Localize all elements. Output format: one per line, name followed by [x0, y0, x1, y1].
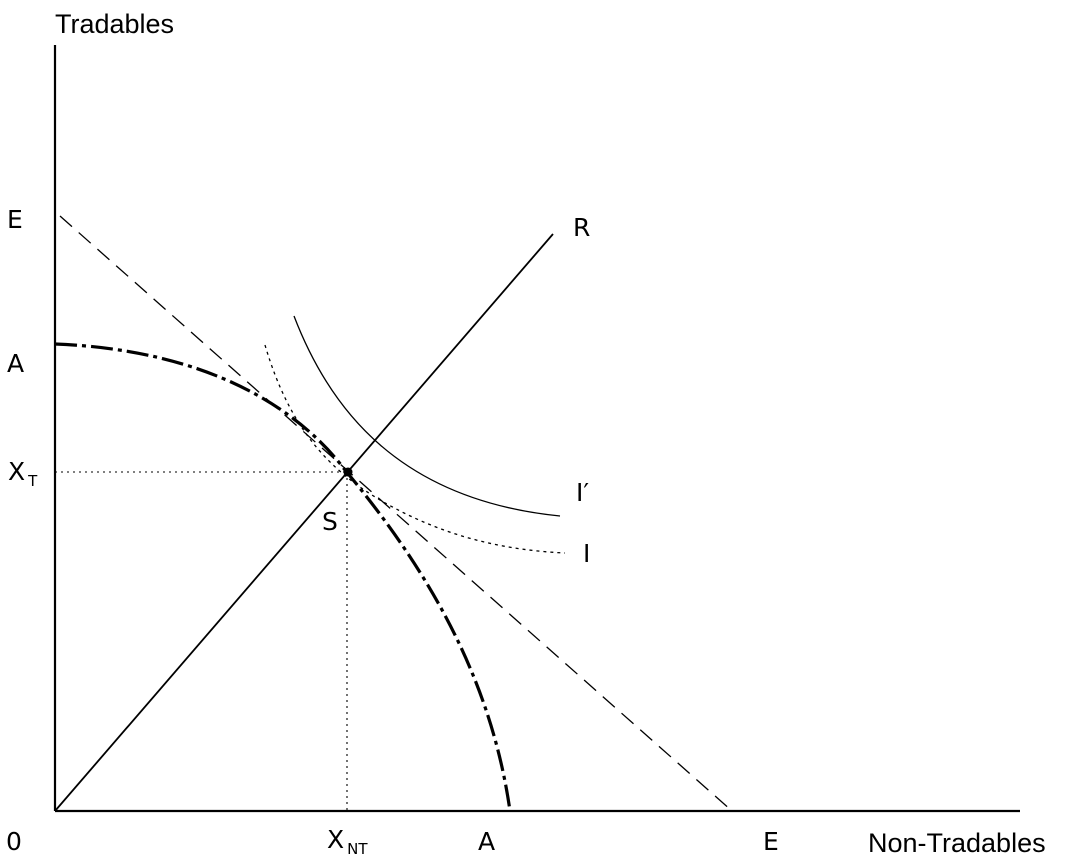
label-R: R: [573, 213, 590, 242]
x-axis-title: Non-Tradables: [868, 828, 1046, 858]
label-XNT-sub: NT: [347, 840, 368, 858]
label-XNT: X NT: [327, 825, 368, 858]
label-XT-main: X: [8, 457, 25, 486]
equilibrium-point: [343, 467, 353, 477]
origin-label: 0: [6, 827, 22, 856]
label-A-y: A: [7, 349, 24, 378]
y-axis-title: Tradables: [55, 9, 174, 39]
label-XNT-main: X: [327, 825, 344, 854]
label-I-prime: I′: [576, 478, 589, 507]
label-A-x: A: [478, 827, 495, 856]
indifference-curve-I: [264, 344, 566, 554]
label-E-y: E: [7, 205, 23, 234]
label-I: I: [583, 539, 590, 568]
ray-R: [54, 233, 554, 812]
budget-line-EE: [59, 215, 733, 812]
label-E-x: E: [763, 827, 779, 856]
label-XT-sub: T: [27, 472, 38, 490]
indifference-curve-I-prime: [293, 315, 561, 517]
production-frontier-AA: [54, 342, 512, 812]
label-S: S: [322, 507, 338, 536]
